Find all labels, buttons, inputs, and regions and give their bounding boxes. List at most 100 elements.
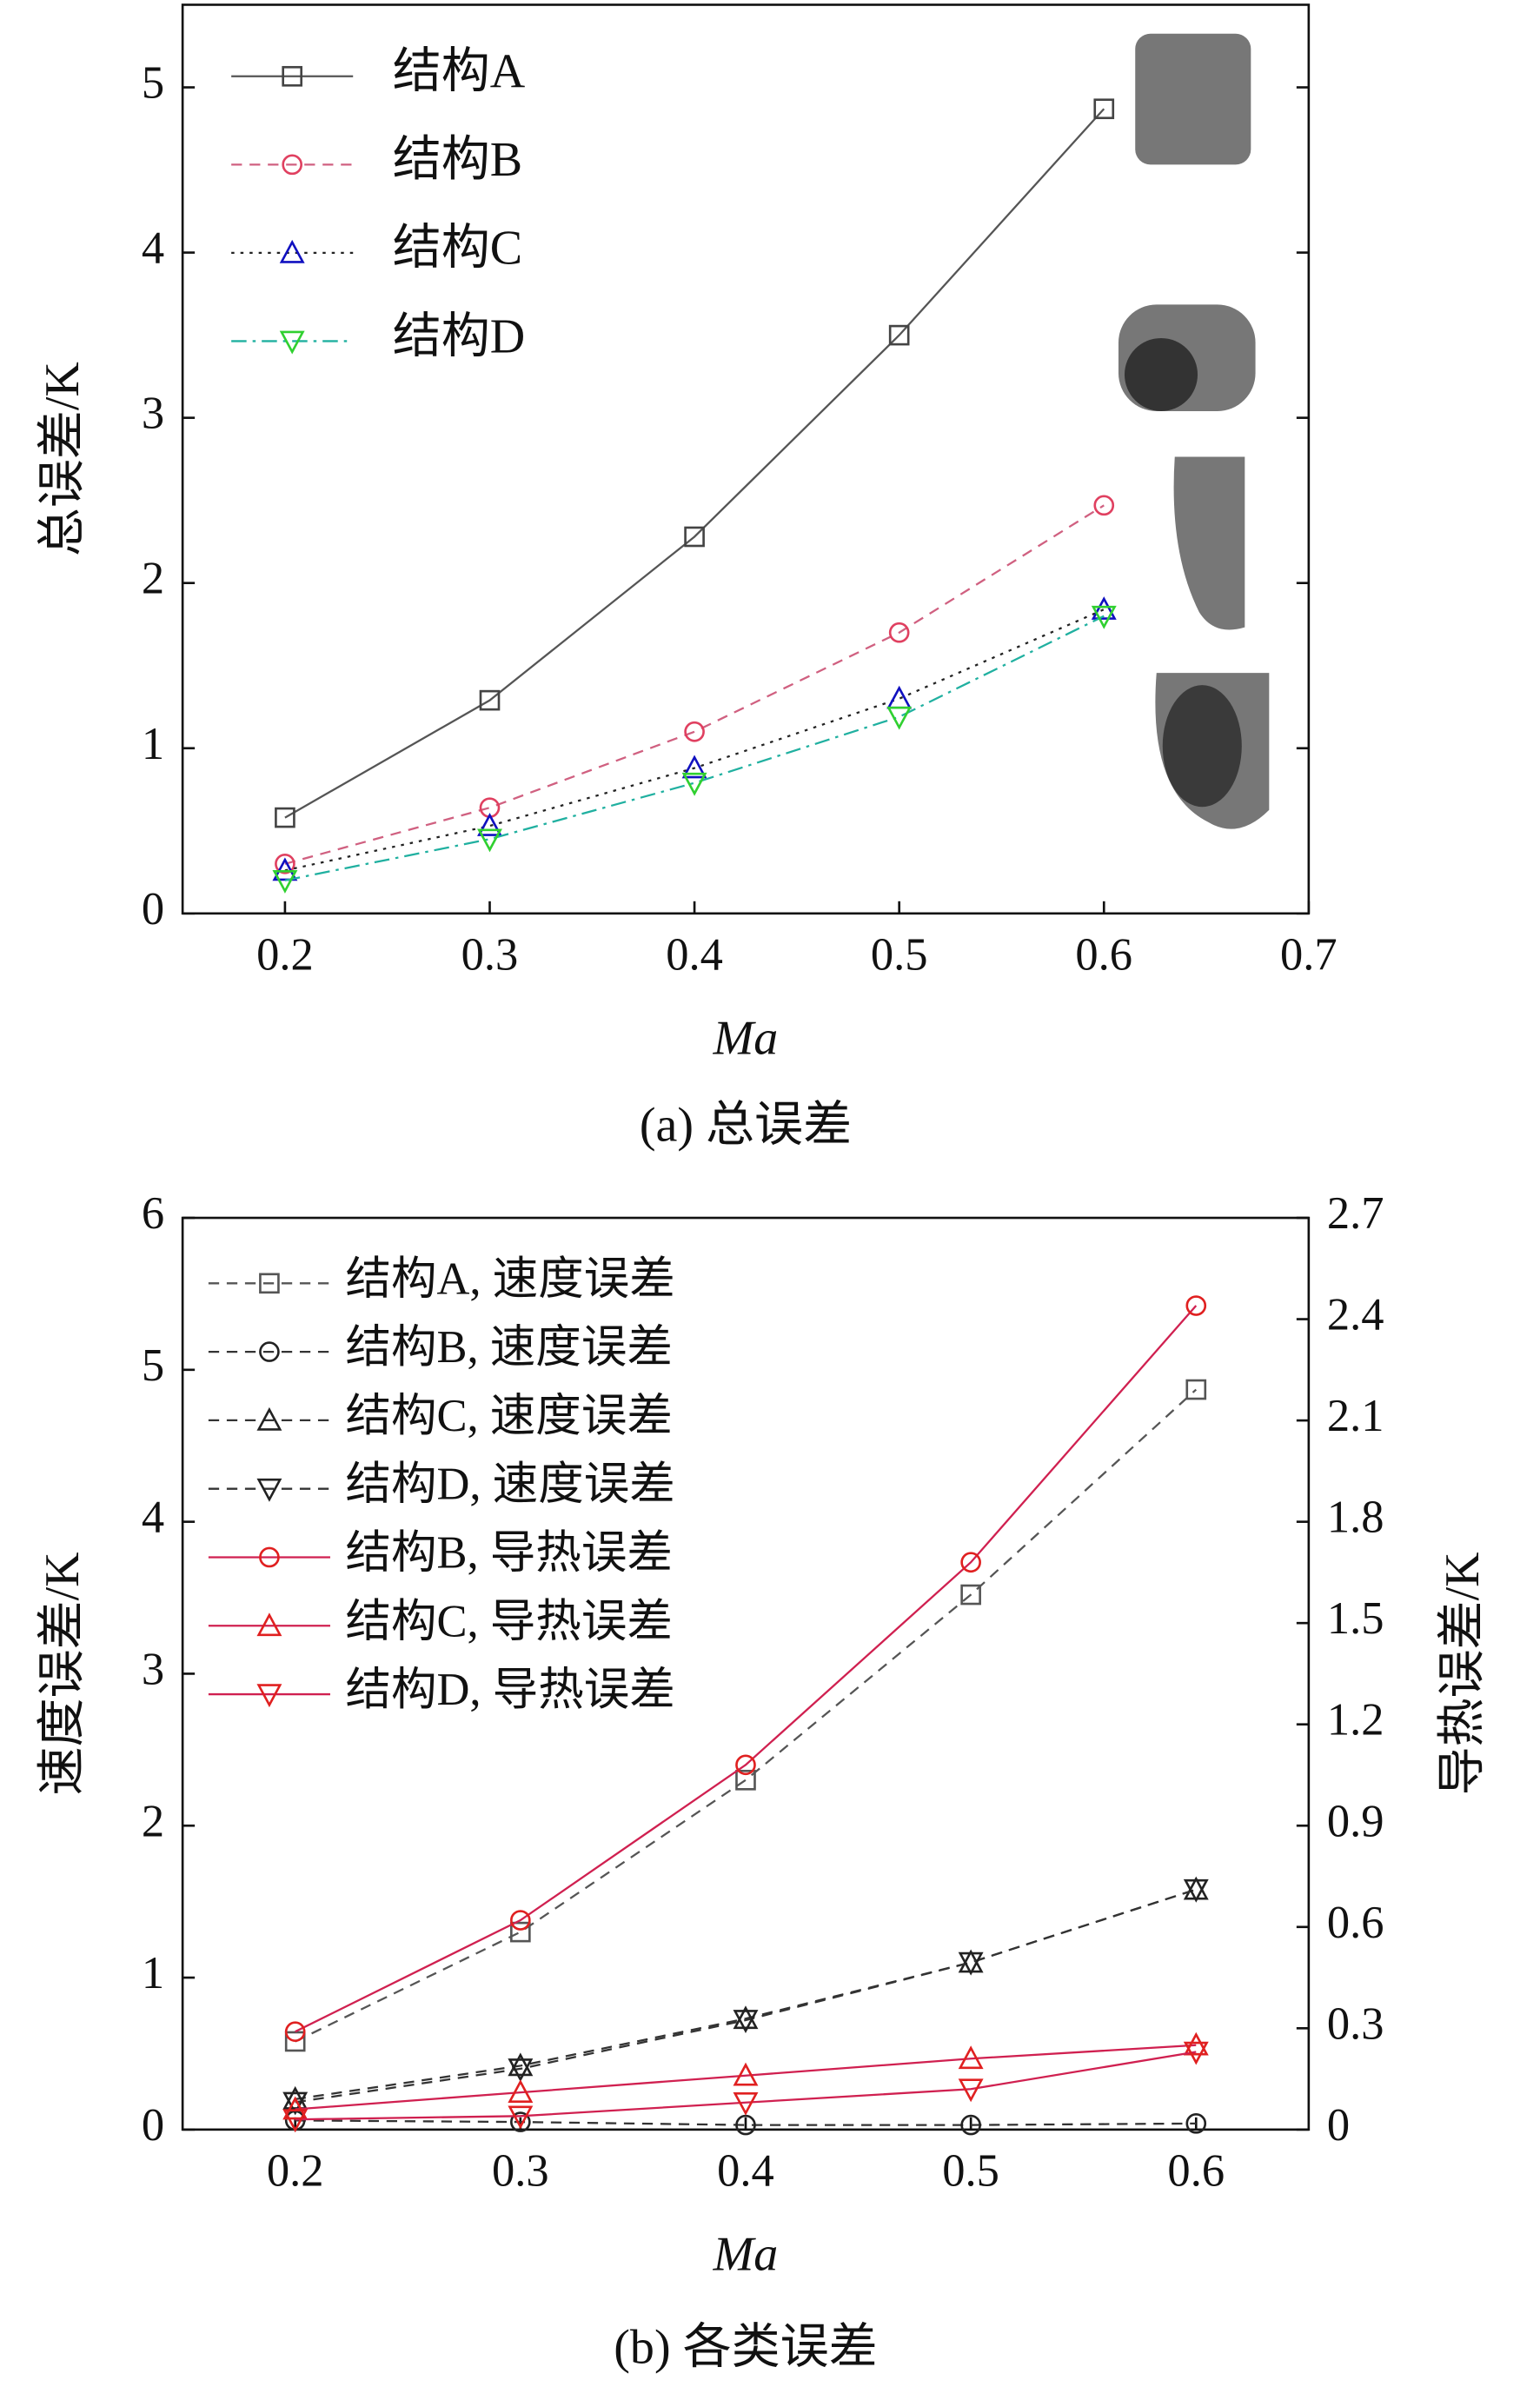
series-line bbox=[284, 108, 1105, 819]
legend-label: 结构C, 速度误差 bbox=[345, 1391, 672, 1441]
marker bbox=[1183, 2041, 1209, 2065]
legend-label: 结构B, 导热误差 bbox=[345, 1528, 672, 1579]
y-tick-label: 1 bbox=[142, 1948, 164, 1998]
y-tick-label: 4 bbox=[142, 1493, 164, 1543]
y-axis-label: 速度误差/K bbox=[36, 1552, 90, 1795]
x-tick-label: 0.4 bbox=[666, 929, 723, 980]
x-tick-label: 0.2 bbox=[267, 2145, 324, 2196]
marker bbox=[733, 2010, 759, 2034]
marker bbox=[256, 1406, 282, 1431]
marker bbox=[282, 2091, 309, 2116]
marker bbox=[477, 828, 502, 853]
marker bbox=[259, 1546, 280, 1568]
marker bbox=[681, 755, 707, 779]
marker bbox=[279, 239, 305, 263]
marker bbox=[1091, 605, 1117, 629]
y2-tick-label: 2.7 bbox=[1327, 1188, 1384, 1239]
legend-label: 结构D, 导热误差 bbox=[345, 1665, 674, 1715]
x-tick-label: 0.5 bbox=[871, 929, 928, 980]
marker bbox=[256, 1612, 282, 1637]
series-line bbox=[295, 2044, 1197, 2111]
marker bbox=[510, 1910, 531, 1931]
structure-d-opening bbox=[1162, 685, 1242, 808]
y-tick-label: 5 bbox=[142, 1340, 164, 1391]
x-tick-label: 0.6 bbox=[1075, 929, 1132, 980]
y-axis-label: 总误差/K bbox=[36, 362, 90, 556]
series-line bbox=[295, 2051, 1197, 2121]
structure-images bbox=[1118, 33, 1270, 829]
series-line bbox=[295, 2119, 1197, 2126]
series-line bbox=[284, 615, 1105, 881]
marker bbox=[1185, 1295, 1207, 1316]
marker bbox=[684, 526, 705, 548]
series-line bbox=[295, 1888, 1197, 2101]
marker bbox=[888, 324, 910, 346]
legend-label: 结构C bbox=[393, 222, 522, 276]
marker bbox=[259, 1273, 280, 1294]
y2-tick-label: 0.6 bbox=[1327, 1898, 1384, 1948]
legend-label: 结构A, 速度误差 bbox=[345, 1253, 674, 1304]
marker bbox=[958, 1951, 984, 1976]
marker bbox=[284, 2031, 306, 2052]
marker bbox=[733, 2091, 759, 2116]
marker bbox=[275, 807, 295, 828]
marker bbox=[508, 2079, 534, 2103]
series-line bbox=[295, 1388, 1198, 2043]
y-tick-label: 4 bbox=[142, 223, 164, 274]
x-tick-label: 0.6 bbox=[1167, 2145, 1225, 2196]
marker bbox=[886, 706, 913, 730]
marker bbox=[735, 1769, 756, 1791]
series-line bbox=[295, 1305, 1198, 2033]
x-tick-label: 0.4 bbox=[717, 2145, 774, 2196]
structure-c-image bbox=[1173, 456, 1245, 630]
marker bbox=[1183, 1878, 1209, 1903]
legend-label: 结构A bbox=[393, 45, 526, 99]
marker bbox=[886, 685, 913, 709]
x-axis-label: Ma bbox=[713, 2228, 779, 2282]
marker bbox=[960, 1584, 981, 1606]
plot-frame bbox=[181, 3, 1311, 915]
series-line bbox=[284, 504, 1105, 865]
marker bbox=[272, 869, 298, 894]
y2-tick-label: 2.4 bbox=[1327, 1290, 1384, 1340]
y2-tick-label: 0.9 bbox=[1327, 1796, 1384, 1846]
y2-tick-label: 0.3 bbox=[1327, 1998, 1384, 2049]
marker bbox=[1183, 2031, 1209, 2056]
marker bbox=[1185, 1379, 1207, 1400]
marker bbox=[888, 622, 910, 643]
legend-label: 结构D bbox=[393, 309, 525, 363]
y-tick-label: 6 bbox=[142, 1188, 164, 1239]
structure-a-image bbox=[1135, 33, 1251, 165]
caption: (b) 各类误差 bbox=[614, 2320, 877, 2374]
y2-tick-label: 1.8 bbox=[1327, 1493, 1384, 1543]
marker bbox=[958, 2045, 984, 2070]
marker bbox=[282, 2096, 309, 2120]
y-tick-label: 0 bbox=[142, 884, 164, 934]
marker bbox=[733, 2062, 759, 2086]
marker bbox=[477, 813, 502, 836]
series-line bbox=[295, 1888, 1197, 2104]
marker bbox=[1091, 596, 1117, 620]
marker bbox=[1093, 98, 1115, 120]
marker bbox=[508, 2105, 534, 2130]
y-tick-label: 1 bbox=[142, 719, 164, 769]
y-tick-label: 2 bbox=[142, 554, 164, 604]
x-tick-label: 0.7 bbox=[1280, 929, 1338, 980]
series-line bbox=[284, 608, 1105, 872]
y2-tick-label: 2.1 bbox=[1327, 1391, 1384, 1441]
marker bbox=[958, 1949, 984, 1973]
marker bbox=[479, 689, 501, 711]
y-tick-label: 0 bbox=[142, 2100, 164, 2151]
y2-tick-label: 1.2 bbox=[1327, 1695, 1384, 1745]
x-tick-label: 0.5 bbox=[942, 2145, 999, 2196]
marker bbox=[510, 2111, 531, 2132]
marker bbox=[681, 772, 707, 796]
marker bbox=[960, 1552, 981, 1573]
legend-label: 结构B, 速度误差 bbox=[345, 1322, 672, 1373]
marker bbox=[960, 2114, 981, 2136]
legend-label: 结构D, 速度误差 bbox=[345, 1459, 674, 1510]
marker bbox=[1185, 2113, 1207, 2134]
marker bbox=[282, 2085, 309, 2110]
